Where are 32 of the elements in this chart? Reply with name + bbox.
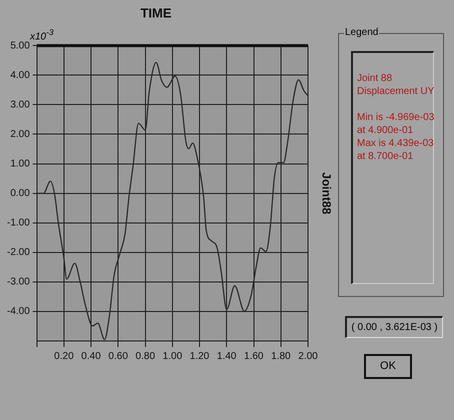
ok-button: OK bbox=[364, 354, 412, 379]
text: Legend bbox=[344, 27, 380, 38]
text: ( 0.00 , 3.621E-03 ) bbox=[345, 316, 443, 338]
y-tick-label: -1.00 bbox=[6, 218, 30, 229]
x-tick-label: 2.00 bbox=[298, 350, 318, 362]
x-tick-label: 1.40 bbox=[216, 350, 237, 362]
y-tick-label: 2.00 bbox=[10, 128, 30, 140]
x-tick-label: 1.00 bbox=[162, 350, 183, 362]
text: Joint 88 bbox=[357, 72, 394, 85]
text: at 4.900e-01 bbox=[357, 124, 414, 137]
text: Min is -4.969e-03 bbox=[357, 111, 434, 124]
y-tick-label: 1.00 bbox=[10, 158, 30, 170]
y-tick-label: -4.00 bbox=[6, 306, 30, 318]
chart-title: TIME bbox=[140, 5, 172, 20]
y-tick-label: 3.00 bbox=[10, 99, 30, 110]
y-tick-label: 5.00 bbox=[10, 40, 30, 52]
text: x10$^{-3}$ bbox=[30, 27, 54, 42]
x-tick-label: 0.60 bbox=[108, 350, 128, 362]
y-tick-label: -2.00 bbox=[6, 247, 30, 258]
y2-axis-title: Joint88 bbox=[320, 172, 334, 215]
x-tick-label: 0.40 bbox=[81, 350, 102, 362]
x-tick-label: 0.20 bbox=[54, 350, 74, 362]
y-tick-label: 4.00 bbox=[10, 70, 30, 81]
x-tick-label: 1.80 bbox=[271, 350, 292, 362]
x-tick-label: 0.80 bbox=[136, 350, 156, 362]
y-tick-label: 0.00 bbox=[10, 188, 30, 200]
y-tick-label: -3.00 bbox=[6, 276, 30, 288]
x-tick-label: 1.60 bbox=[244, 350, 264, 362]
text: Displacement UY bbox=[357, 85, 434, 98]
text: at 8.700e-01 bbox=[357, 150, 414, 163]
text: Max is 4.439e-03 bbox=[357, 137, 434, 150]
x-tick-label: 1.20 bbox=[190, 350, 210, 362]
